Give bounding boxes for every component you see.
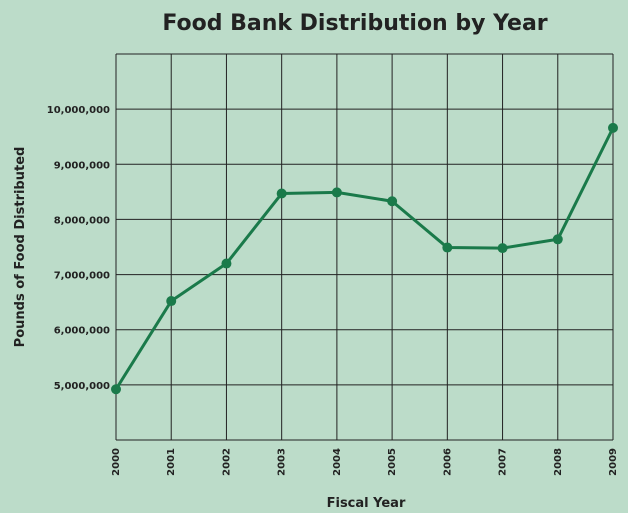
x-tick-label: 2005 (387, 448, 398, 476)
data-point (442, 242, 453, 253)
chart-title: Food Bank Distribution by Year (162, 11, 547, 36)
x-tick-label: 2001 (166, 448, 177, 476)
data-point (221, 258, 232, 269)
x-tick-label: 2007 (498, 448, 509, 476)
data-point (111, 384, 121, 395)
data-point (608, 122, 618, 133)
x-axis-label: Fiscal Year (327, 496, 406, 511)
x-tick-label: 2009 (608, 448, 619, 476)
series (111, 122, 618, 395)
data-point (166, 296, 177, 307)
series-line (114, 127, 615, 391)
data-point (276, 188, 287, 199)
data-point (387, 196, 398, 207)
data-point (552, 234, 563, 245)
x-tick-label: 2008 (553, 448, 564, 476)
x-tick-label: 2004 (332, 448, 343, 476)
y-tick-label: 5,000,000 (54, 381, 110, 392)
x-axis-ticks: 2000 2001 2002 2003 2004 2005 2006 2007 2008 2009 (111, 448, 619, 476)
data-point (497, 243, 508, 254)
x-tick-label: 2003 (277, 448, 288, 476)
y-tick-label: 7,000,000 (54, 271, 110, 282)
x-tick-label: 2002 (221, 448, 232, 476)
y-tick-label: 10,000,000 (47, 105, 110, 116)
y-axis-label: Pounds of Food Distributed (13, 147, 28, 348)
grid (115, 53, 614, 441)
y-tick-label: 8,000,000 (54, 215, 110, 226)
x-tick-label: 2000 (111, 448, 122, 476)
data-point (331, 187, 342, 198)
y-axis-ticks: 5,000,000 6,000,000 7,000,000 8,000,000 9,00… (47, 105, 110, 392)
x-tick-label: 2006 (442, 448, 453, 476)
y-tick-label: 9,000,000 (54, 160, 110, 171)
y-tick-label: 6,000,000 (54, 326, 110, 337)
